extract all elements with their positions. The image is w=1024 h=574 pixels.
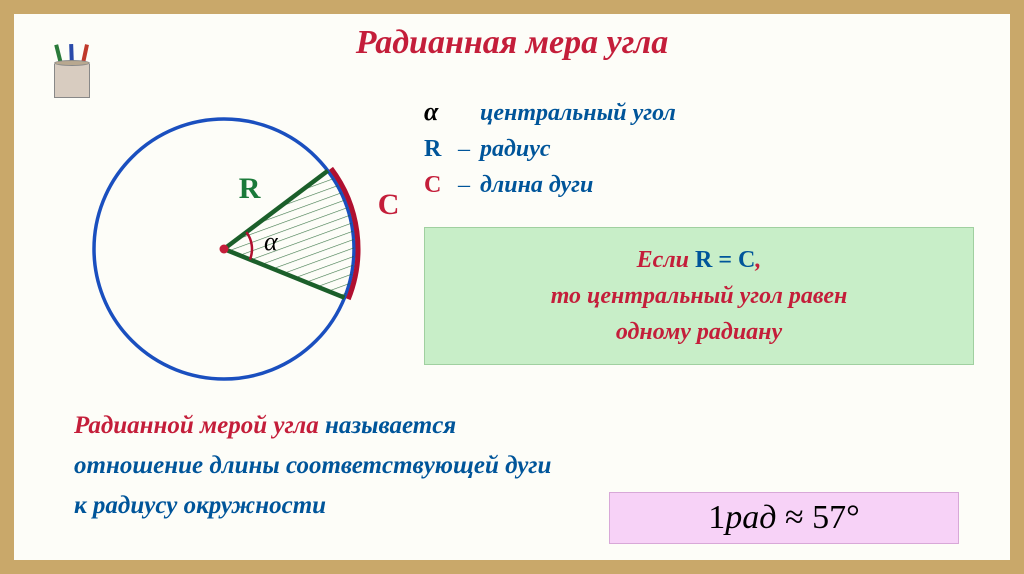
legend-symbol-c: C [424, 167, 448, 203]
label-c: C [378, 188, 400, 222]
legend-text-alpha: центральный угол [480, 95, 676, 131]
legend-text-c: длина дуги [480, 167, 593, 203]
label-r: R [239, 172, 261, 206]
legend-row-alpha: α – центральный угол [424, 92, 676, 131]
legend-row-r: R – радиус [424, 131, 676, 167]
legend-text-r: радиус [480, 131, 551, 167]
slide-title: Радианная мера угла [14, 24, 1010, 62]
condition-box: Если R = C, то центральный угол равен од… [424, 227, 974, 365]
formula-box: 1рад ≈ 57° [609, 492, 959, 544]
condition-line1: Если R = C, [445, 242, 953, 278]
legend: α – центральный угол R – радиус C – длин… [424, 92, 676, 203]
pencil-cup-icon [42, 28, 102, 98]
legend-row-c: C – длина дуги [424, 167, 676, 203]
circle-diagram: R C α [74, 94, 374, 394]
slide-frame: Радианная мера угла R C α α – центральны… [0, 0, 1024, 574]
condition-line3: одному радиану [445, 314, 953, 350]
condition-line2: то центральный угол равен [445, 278, 953, 314]
legend-symbol-alpha: α [424, 92, 448, 131]
legend-symbol-r: R [424, 131, 448, 167]
label-alpha: α [264, 227, 278, 257]
